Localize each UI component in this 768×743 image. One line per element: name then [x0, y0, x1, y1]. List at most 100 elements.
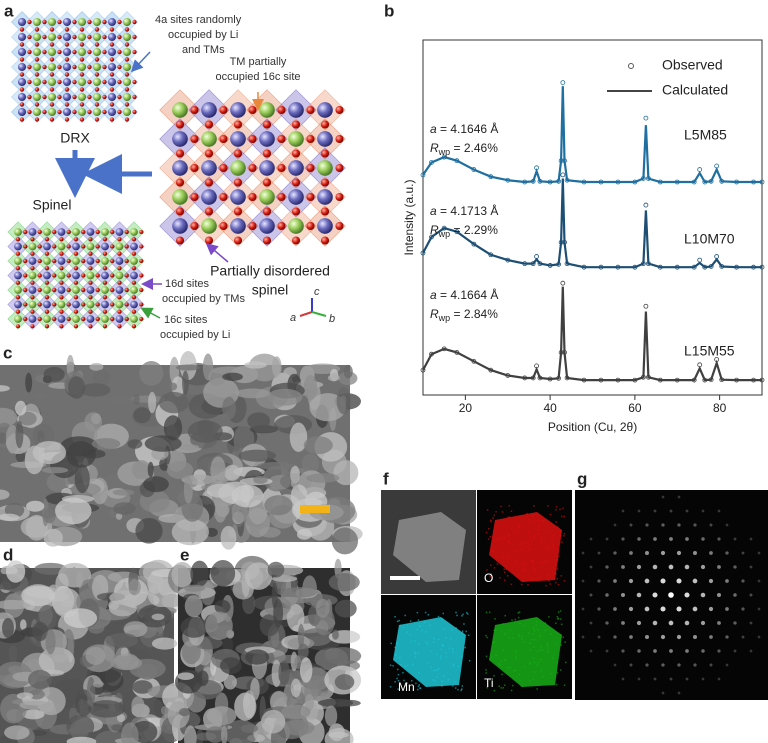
cation	[17, 107, 27, 117]
oxygen	[102, 309, 108, 314]
cation	[130, 286, 138, 294]
particle	[303, 374, 318, 401]
oxygen	[117, 79, 122, 85]
cation	[317, 160, 333, 176]
particle	[315, 598, 330, 618]
pixel	[485, 655, 488, 658]
subscript: wp	[438, 313, 451, 323]
diffraction-spot	[684, 620, 690, 626]
particle	[5, 424, 19, 454]
pixel	[547, 574, 549, 577]
symbol: a	[430, 122, 437, 136]
diffraction-spot	[629, 551, 633, 555]
particle	[144, 435, 182, 452]
particle	[301, 453, 320, 475]
pixel	[451, 629, 453, 631]
observed-point	[708, 264, 714, 269]
pixel	[397, 673, 400, 676]
pixel	[514, 658, 517, 660]
cation	[230, 189, 246, 205]
pixel	[521, 564, 524, 566]
pixel	[533, 521, 535, 524]
oxygen	[117, 49, 122, 55]
oxygen	[79, 27, 85, 32]
particle	[67, 376, 86, 399]
cation	[32, 17, 42, 27]
pixel	[493, 514, 496, 517]
pixel	[556, 672, 559, 674]
observed-point	[505, 373, 511, 378]
oxygen	[109, 27, 115, 32]
pixel	[541, 561, 544, 564]
diffraction-spot	[589, 621, 593, 625]
y-axis-label: Intensity (a.u.)	[402, 179, 416, 255]
oxygen	[204, 149, 214, 158]
oxygen	[320, 236, 330, 245]
pixel	[552, 545, 555, 548]
pixel	[539, 658, 542, 661]
diffraction-spot	[613, 579, 617, 583]
diffraction-spot	[589, 537, 593, 541]
diffraction-spot	[725, 523, 729, 527]
pixel	[514, 618, 517, 621]
pixel	[545, 560, 547, 562]
pixel	[500, 505, 502, 508]
cation	[230, 218, 246, 234]
cation	[92, 47, 102, 57]
diffraction-spot	[685, 677, 689, 681]
diffraction-spot	[613, 551, 617, 555]
oxygen	[88, 309, 93, 314]
pixel	[532, 561, 534, 564]
particle	[184, 595, 203, 618]
oxygen	[87, 19, 92, 25]
pixel	[452, 663, 455, 665]
oxygen	[52, 258, 57, 264]
particle	[133, 407, 151, 424]
pixel	[500, 660, 503, 663]
particle	[180, 616, 208, 638]
particle	[324, 647, 362, 665]
particle	[250, 677, 260, 701]
observed-point	[674, 264, 680, 270]
oxygen	[34, 117, 40, 122]
pixel	[485, 634, 487, 637]
diffraction-spot	[597, 551, 601, 555]
particle	[248, 353, 281, 382]
pixel	[457, 665, 460, 667]
cation	[14, 286, 22, 294]
cation	[92, 32, 102, 42]
cation	[72, 300, 80, 309]
oxygen	[124, 273, 129, 278]
pixel	[549, 583, 552, 585]
oxygen	[23, 273, 28, 278]
cation	[201, 160, 217, 176]
cation	[43, 242, 51, 251]
observed-point	[615, 179, 621, 185]
observed-point	[734, 377, 739, 383]
oxygen	[59, 251, 64, 256]
pixel	[441, 685, 443, 687]
cation	[77, 107, 87, 117]
diffraction-spot	[677, 691, 681, 695]
pixel	[556, 577, 559, 580]
pixel	[396, 677, 398, 680]
cation	[57, 286, 66, 294]
cation	[317, 131, 333, 147]
pixel	[522, 625, 525, 627]
diffraction-spot	[645, 523, 649, 527]
annotation: occupied by Li	[168, 29, 238, 41]
cation	[14, 315, 22, 323]
pixel	[510, 510, 513, 512]
pixel	[527, 541, 529, 544]
diffraction-spot	[629, 663, 633, 667]
oxygen	[94, 87, 100, 92]
cation	[57, 315, 66, 323]
label: Spinel	[33, 197, 72, 213]
observed-point	[454, 229, 460, 235]
oxygen	[233, 178, 243, 187]
observed-point	[420, 172, 426, 178]
cation	[317, 218, 333, 234]
oxygen	[15, 309, 21, 314]
oxygen	[79, 72, 85, 77]
pixel	[521, 542, 523, 545]
